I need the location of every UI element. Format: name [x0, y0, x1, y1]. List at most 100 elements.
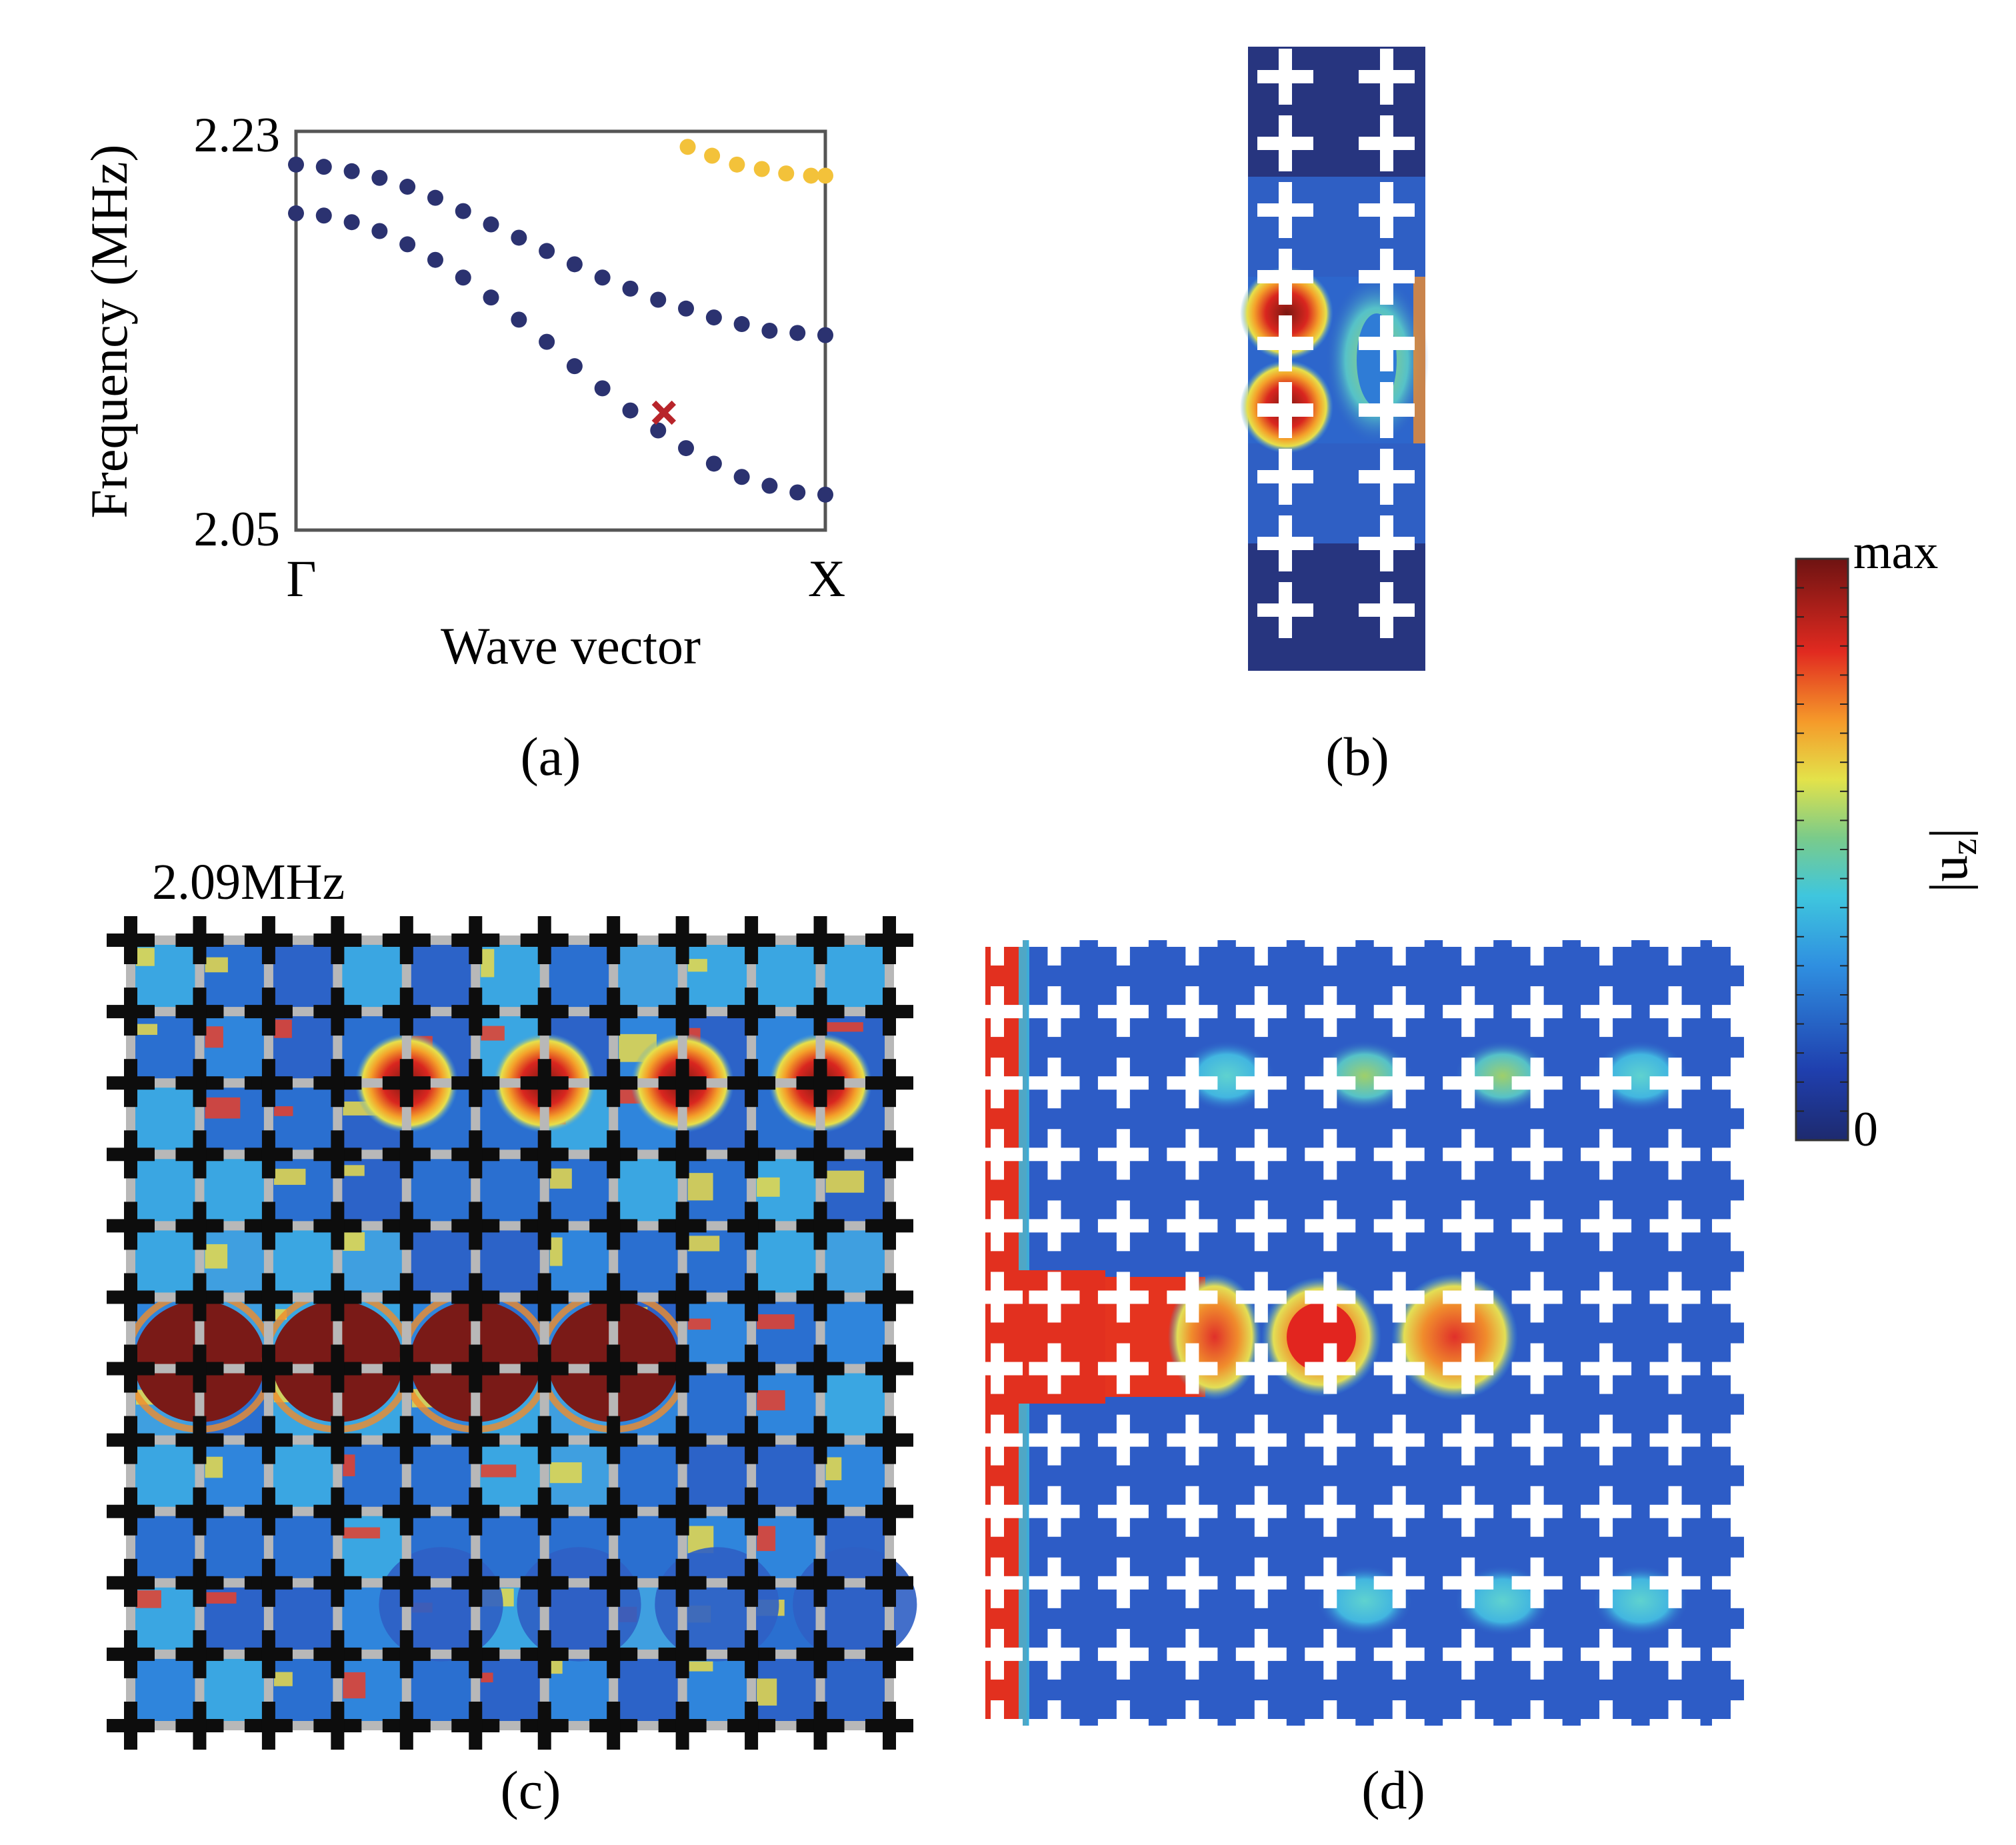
simulation-hole	[1668, 1628, 1682, 1680]
data-point-series-0	[733, 316, 750, 333]
data-point-series-1	[539, 333, 555, 350]
simulation-hole	[1047, 1700, 1061, 1751]
measured-cell-edge	[343, 1454, 355, 1476]
experiment-hole	[813, 1344, 827, 1393]
simulation-hole	[1530, 1343, 1544, 1394]
experiment-hole	[399, 1630, 413, 1678]
experiment-hole	[261, 1558, 275, 1607]
simulation-hole	[1047, 1414, 1061, 1466]
data-point-series-2	[729, 156, 745, 173]
experiment-hole	[193, 1558, 207, 1607]
experiment-hole	[537, 1558, 551, 1607]
colorbar-label-main: |u	[1920, 855, 1979, 892]
simulation-hole	[1254, 1129, 1268, 1180]
experiment-hole	[745, 1487, 759, 1536]
simulation-hole	[1185, 915, 1199, 966]
experiment-hole	[469, 1558, 483, 1607]
simulation-hole	[1116, 1557, 1130, 1608]
simulation-hole	[1461, 915, 1475, 966]
experiment-hole	[261, 1344, 275, 1393]
measured-cell-edge	[343, 1527, 381, 1539]
measured-cell-edge	[549, 1660, 563, 1674]
simulation-hole	[991, 1129, 1004, 1180]
experiment-hole	[883, 1487, 896, 1536]
experiment-hole	[607, 1059, 621, 1108]
experiment-hole	[469, 1702, 483, 1750]
simulation-hole	[1254, 1058, 1268, 1109]
experiment-hole	[124, 1558, 137, 1607]
simulation-hole	[1323, 1486, 1337, 1537]
data-point-series-0	[343, 163, 360, 179]
experiment-hole	[745, 1344, 759, 1393]
measured-cell	[203, 1515, 265, 1579]
experiment-hole	[469, 1630, 483, 1678]
supercell-hole	[1279, 49, 1292, 105]
experiment-hole	[813, 916, 827, 964]
supercell-hole	[1380, 582, 1393, 638]
supercell-hole	[1380, 115, 1393, 171]
experiment-hole	[399, 1702, 413, 1750]
experiment-hole	[124, 1344, 137, 1393]
measured-cell-edge	[825, 1022, 863, 1032]
experiment-hole	[675, 988, 689, 1036]
experiment-hole	[675, 1487, 689, 1536]
simulation-hole	[1668, 1486, 1682, 1537]
experiment-hole	[675, 916, 689, 964]
resonator-mode-top	[1316, 1040, 1413, 1112]
panel-label-d: (d)	[1361, 1760, 1425, 1820]
simulation-hole	[1254, 1272, 1268, 1323]
data-point-series-2	[679, 139, 696, 155]
simulation-hole	[1116, 1628, 1130, 1680]
data-point-series-0	[705, 309, 722, 326]
panel-label-b: (b)	[1325, 726, 1389, 787]
simulation-hole	[1047, 1058, 1061, 1109]
experiment-hole	[883, 1702, 896, 1750]
experiment-hole	[331, 1558, 345, 1607]
simulation-hole	[1185, 1414, 1199, 1466]
data-point-series-1	[315, 207, 332, 224]
simulation-hole	[1530, 1628, 1544, 1680]
experiment-hole	[883, 1202, 896, 1250]
experiment-hole	[813, 1202, 827, 1250]
data-point-series-0	[650, 291, 667, 308]
simulation-hole	[991, 1343, 1004, 1394]
simulation-hole	[1185, 1628, 1199, 1680]
data-point-series-1	[511, 311, 527, 328]
experiment-hole	[607, 1273, 621, 1322]
measured-cell	[341, 944, 403, 1008]
experiment-hole	[813, 988, 827, 1036]
simulation-hole	[1047, 1200, 1061, 1252]
simulation-hole	[1530, 1700, 1544, 1751]
data-point-series-1	[343, 214, 360, 231]
simulation-hole	[1461, 1557, 1475, 1608]
simulation-hole	[1668, 1414, 1682, 1466]
experiment-hole	[124, 988, 137, 1036]
experiment-hole	[124, 1416, 137, 1464]
experiment-hole	[883, 1273, 896, 1322]
experiment-hole	[124, 1202, 137, 1250]
experiment-hole	[883, 1630, 896, 1678]
grid-line-vertical	[126, 940, 135, 1726]
experiment-hole	[193, 1487, 207, 1536]
simulation-hole	[1323, 986, 1337, 1038]
simulation-hole	[1254, 1557, 1268, 1608]
measured-cell	[135, 1515, 196, 1579]
grid-line-vertical	[677, 940, 687, 1726]
marker-stroke-2	[651, 400, 677, 425]
experiment-hole	[399, 1487, 413, 1536]
colorbar-label-close: |	[1920, 828, 1979, 839]
simulation-hole	[991, 986, 1004, 1038]
simulation-hole	[1530, 1129, 1544, 1180]
simulation-hole	[991, 1058, 1004, 1109]
data-point-series-1	[678, 440, 695, 457]
measured-cell-edge	[343, 1232, 365, 1251]
measured-cell	[272, 944, 334, 1008]
experiment-hole	[469, 1273, 483, 1322]
grid-line-horizontal	[131, 1721, 889, 1730]
simulation-hole	[1461, 1272, 1475, 1323]
simulation-hole	[1323, 1628, 1337, 1680]
experiment-hole	[607, 988, 621, 1036]
supercell-hole	[1279, 515, 1292, 571]
measured-weak-spot	[517, 1547, 641, 1662]
